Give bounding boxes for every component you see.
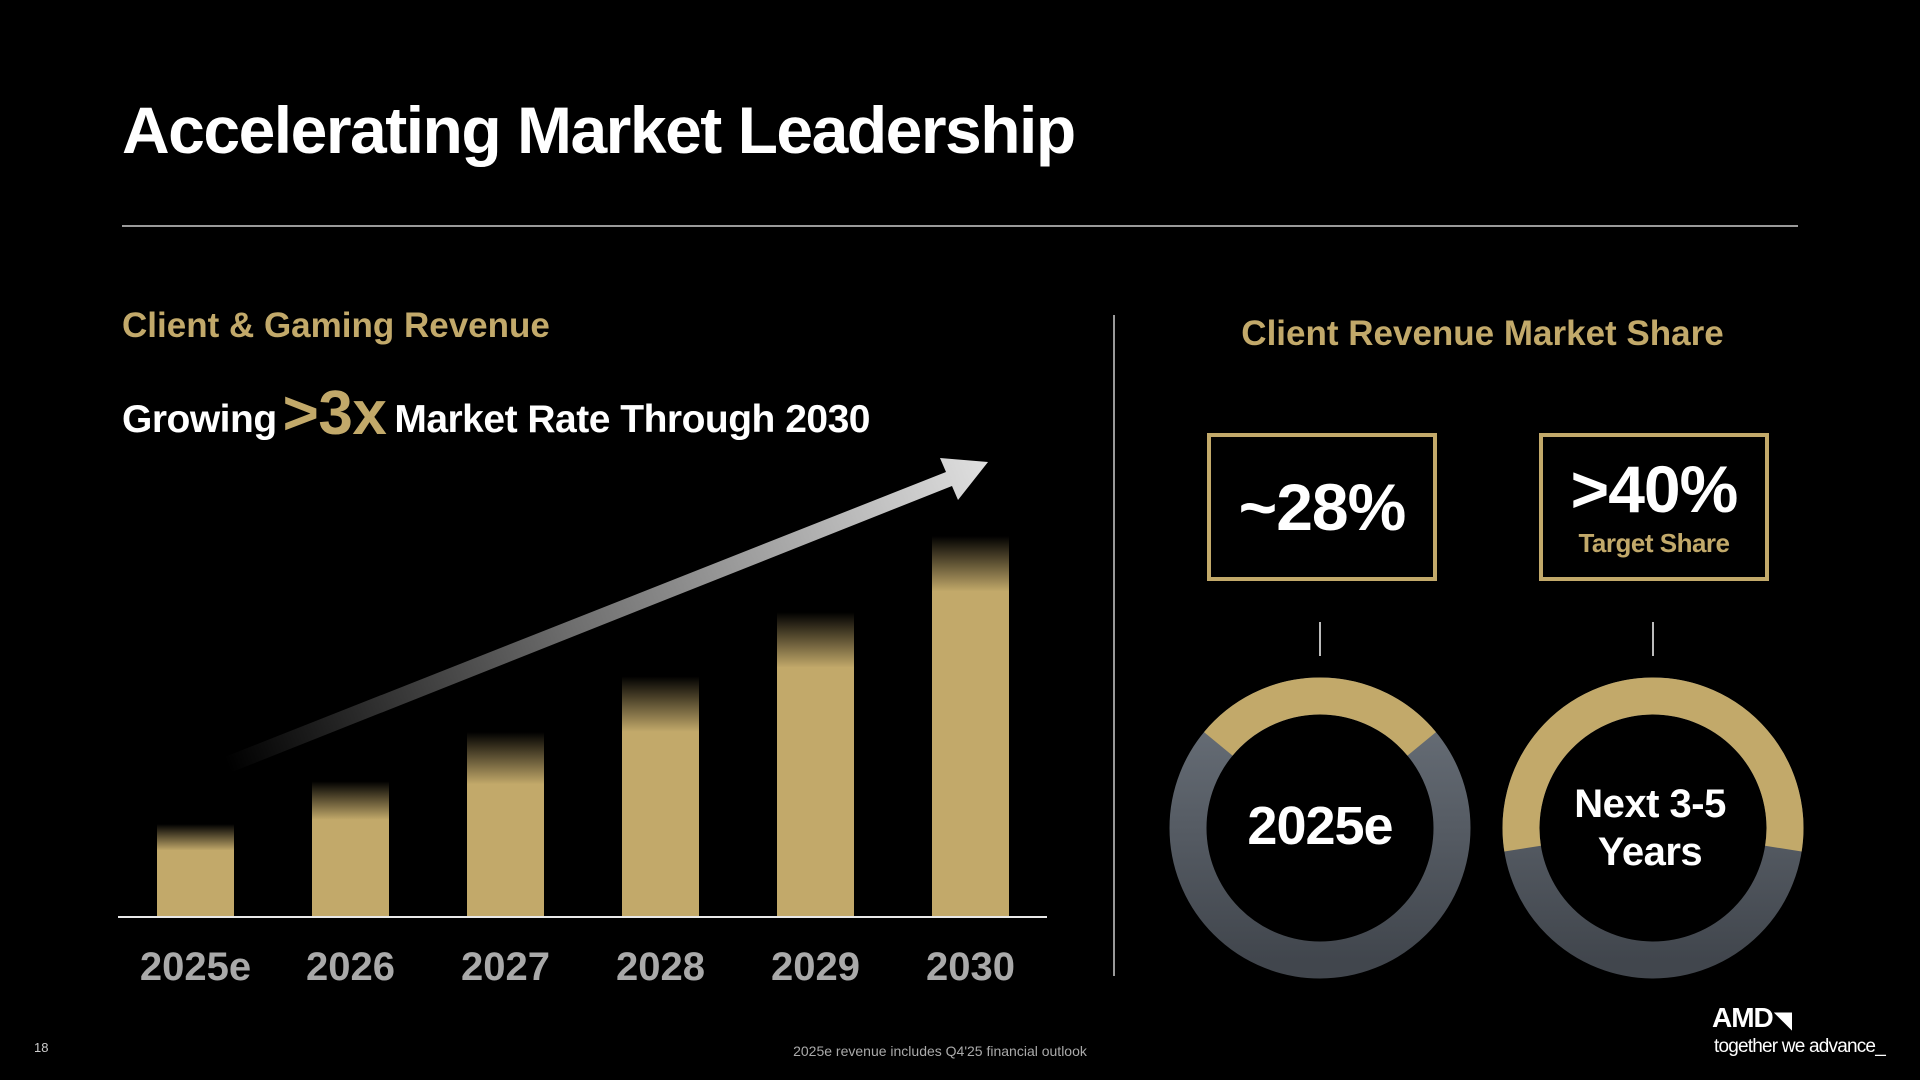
bar-2027 — [467, 783, 544, 917]
bar-top-fade — [932, 536, 1009, 592]
market-share-heading: Client Revenue Market Share — [1241, 314, 1724, 353]
connector-line — [1319, 622, 1321, 656]
x-tick-label: 2025e — [140, 945, 251, 989]
target-share-card: >40% Target Share — [1539, 433, 1769, 581]
subtitle-post: Market Rate Through 2030 — [394, 398, 870, 441]
subtitle-multiplier: >3x — [282, 379, 387, 448]
connector-line — [1652, 622, 1654, 656]
bar-top-fade — [157, 824, 234, 851]
footnote: 2025e revenue includes Q4'25 financial o… — [793, 1043, 1087, 1059]
trend-arrow — [222, 458, 988, 772]
donut-label-line: Next 3-5 — [1574, 782, 1726, 826]
current-share-value: ~28% — [1238, 470, 1407, 544]
x-tick-label: 2029 — [771, 945, 860, 989]
amd-arrow-icon: ◥ — [1774, 1007, 1792, 1032]
market-share-donuts — [1169, 677, 1804, 979]
amd-logo-text: AMD — [1712, 1002, 1774, 1033]
growth-subtitle: Growing>3x Market Rate Through 2030 — [122, 378, 870, 449]
x-tick-label: 2030 — [926, 945, 1015, 989]
subtitle-pre: Growing — [122, 398, 277, 441]
revenue-heading: Client & Gaming Revenue — [122, 306, 550, 345]
target-share-label: Target Share — [1578, 527, 1730, 558]
title-divider — [122, 225, 1798, 227]
x-tick-label: 2026 — [306, 945, 395, 989]
donut-label-2025e: 2025e — [1247, 796, 1393, 856]
bar-2029 — [777, 667, 854, 917]
current-share-card: ~28% — [1207, 433, 1437, 581]
revenue-bar-chart: 2025e 2026 2027 2028 2029 2030 — [118, 458, 1047, 989]
x-tick-label: 2027 — [461, 945, 550, 989]
bar-top-fade — [777, 612, 854, 668]
panel-divider — [1113, 315, 1115, 976]
tagline: together we advance_ — [1714, 1036, 1886, 1057]
bar-2030 — [932, 591, 1009, 917]
target-share-value: >40% — [1570, 451, 1739, 526]
amd-logo: AMD◥ — [1712, 1002, 1792, 1034]
bar-2025e — [157, 850, 234, 917]
donut-label-next-years: Next 3-5 Years — [1530, 780, 1770, 876]
bar-top-fade — [467, 732, 544, 785]
x-tick-label: 2028 — [616, 945, 705, 989]
bar-top-fade — [622, 676, 699, 732]
bar-top-fade — [312, 781, 389, 820]
donut-label-line: Years — [1597, 830, 1703, 874]
bar-2028 — [622, 731, 699, 917]
donut-share-arc — [1502, 677, 1804, 852]
page-number: 18 — [34, 1040, 49, 1055]
bar-2026 — [312, 819, 389, 917]
slide-title: Accelerating Market Leadership — [122, 93, 1076, 167]
donut-share-arc — [1204, 677, 1436, 756]
